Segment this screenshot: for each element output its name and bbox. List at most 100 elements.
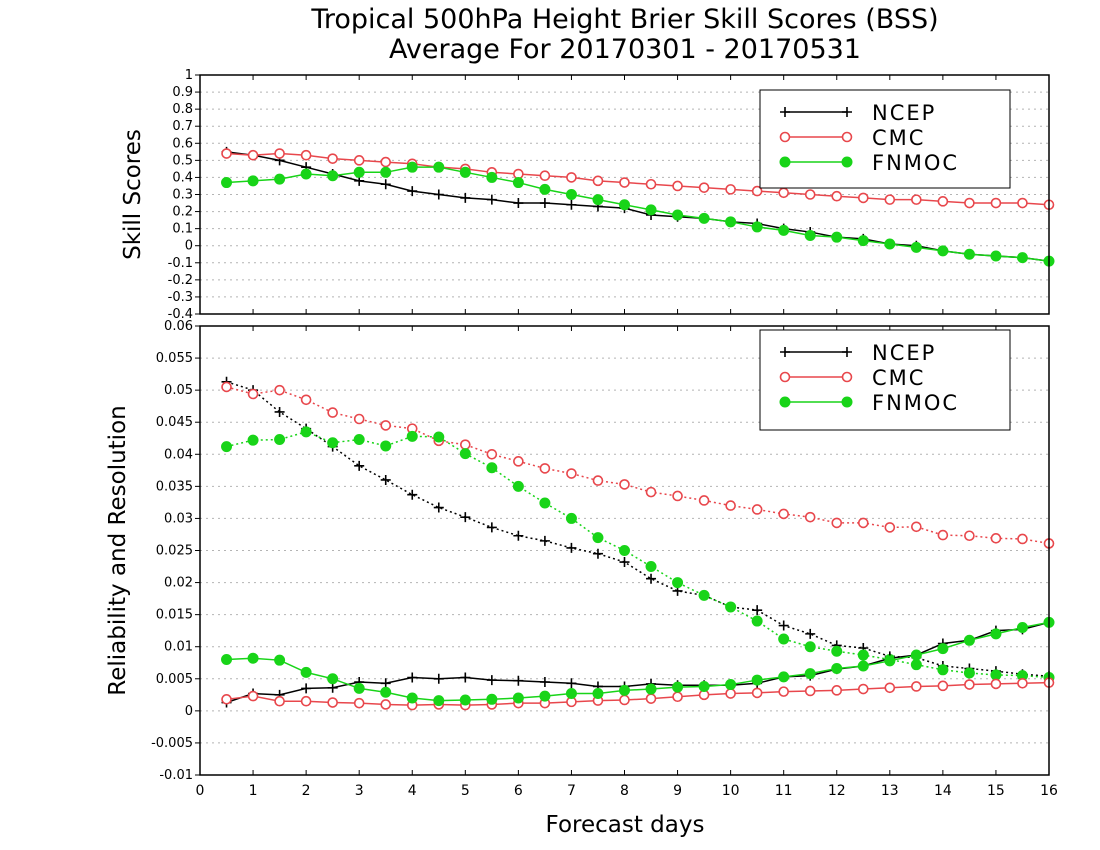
- series-fnmoc-reliability-marker: [353, 682, 365, 694]
- legend-item-fnmoc-label: FNMOC: [872, 391, 959, 415]
- series-cmc-marker: [964, 197, 975, 209]
- series-cmc-marker: [857, 192, 869, 204]
- series-ncep-resolution-marker: [433, 502, 444, 513]
- series-fnmoc-resolution-marker: [221, 441, 233, 453]
- series-fnmoc-reliability-marker: [459, 694, 471, 706]
- y-tick-label: -0.2: [168, 273, 193, 288]
- series-fnmoc-reliability-marker: [486, 693, 498, 705]
- series-cmc-marker: [725, 184, 736, 195]
- series-fnmoc-reliability-marker: [963, 634, 975, 646]
- series-ncep-reliability-marker: [433, 673, 444, 684]
- series-fnmoc-marker: [539, 183, 551, 195]
- series-cmc-marker: [937, 196, 949, 207]
- series-fnmoc-reliability-marker: [1016, 621, 1028, 633]
- series-ncep-reliability-marker: [407, 672, 418, 683]
- legend-item-fnmoc-marker: [779, 396, 791, 408]
- series-fnmoc-reliability-marker: [698, 680, 710, 692]
- legend-item-ncep-marker: [842, 107, 852, 117]
- series-cmc-marker: [804, 189, 816, 200]
- y-tick-label: 0.3: [172, 188, 193, 203]
- series-ncep-reliability-marker: [301, 683, 312, 694]
- series-ncep-reliability-line: [226, 621, 1050, 704]
- series-fnmoc-resolution-marker: [592, 532, 604, 544]
- series-cmc-resolution-marker: [221, 381, 232, 393]
- series-fnmoc-resolution-marker: [937, 664, 949, 676]
- series-fnmoc-resolution-marker: [512, 480, 524, 492]
- y-tick-label: -0.01: [159, 768, 193, 783]
- legend-item-cmc-label: CMC: [872, 366, 925, 390]
- legend-item-fnmoc-marker: [779, 156, 791, 168]
- series-cmc-marker: [221, 148, 232, 159]
- series-fnmoc-marker: [778, 224, 790, 236]
- legend-item-ncep-marker: [780, 347, 790, 357]
- series-fnmoc-marker: [804, 229, 816, 241]
- series-cmc-resolution-marker: [327, 407, 338, 418]
- series-cmc-reliability-marker: [247, 690, 259, 702]
- x-tick-label: 9: [673, 783, 682, 799]
- legend-item-cmc-marker: [779, 371, 791, 383]
- series-fnmoc-resolution-marker: [698, 589, 710, 601]
- y-tick-label: 0: [185, 704, 193, 719]
- legend-item-fnmoc-marker: [841, 156, 853, 168]
- series-ncep-marker: [460, 192, 471, 203]
- series-fnmoc-resolution-marker: [645, 561, 657, 573]
- series-cmc-reliability-marker: [804, 685, 816, 697]
- series-ncep-marker: [407, 186, 418, 197]
- x-tick-label: 8: [620, 783, 629, 799]
- series-fnmoc-marker: [751, 221, 763, 233]
- series-cmc-marker: [300, 149, 312, 161]
- legend-item-cmc-marker: [841, 371, 853, 383]
- series-fnmoc-reliability: [221, 616, 1055, 707]
- series-cmc-resolution-marker: [513, 456, 524, 467]
- series-fnmoc-marker: [725, 216, 737, 228]
- series-cmc-reliability-marker: [1017, 677, 1028, 689]
- x-tick-label: 11: [775, 783, 793, 799]
- series-fnmoc-reliability-marker: [857, 660, 869, 672]
- series-fnmoc-resolution-marker: [857, 649, 869, 661]
- legend-item-ncep-marker: [842, 347, 852, 357]
- x-tick-label: 16: [1040, 783, 1058, 799]
- series-ncep-resolution-marker: [805, 628, 816, 639]
- series-fnmoc-marker: [963, 248, 975, 260]
- series-cmc-resolution-marker: [247, 388, 259, 400]
- x-tick-label: 13: [881, 783, 899, 799]
- series-ncep-reliability-marker: [327, 682, 338, 693]
- series-fnmoc-marker: [857, 235, 869, 247]
- y-tick-label: 0.01: [164, 640, 193, 655]
- series-ncep-reliability-marker: [566, 678, 577, 689]
- x-tick-label: 5: [461, 783, 470, 799]
- series-cmc-reliability-marker: [274, 695, 285, 707]
- x-tick-label: 6: [514, 783, 523, 799]
- series-cmc-reliability-marker: [751, 687, 763, 699]
- series-cmc-resolution-marker: [804, 511, 816, 523]
- y-tick-label: -0.4: [168, 307, 193, 322]
- series-fnmoc-reliability-marker: [380, 686, 392, 698]
- series-fnmoc-marker: [565, 189, 577, 200]
- series-cmc-marker: [990, 197, 1002, 209]
- series-cmc-marker: [778, 187, 789, 199]
- series-fnmoc-marker: [645, 204, 657, 216]
- series-fnmoc-marker: [910, 241, 922, 253]
- series-fnmoc-resolution-marker: [831, 645, 843, 657]
- series-ncep-resolution-marker: [752, 605, 763, 616]
- series-ncep-resolution-marker: [407, 489, 418, 500]
- series-fnmoc-resolution-marker: [380, 440, 392, 452]
- series-fnmoc-resolution-marker: [990, 669, 1002, 681]
- x-tick-label: 12: [828, 783, 846, 799]
- y-tick-label: 0.055: [156, 351, 193, 366]
- series-cmc-reliability-marker: [884, 682, 896, 694]
- series-cmc-marker: [566, 172, 577, 183]
- legend-item-ncep-label: NCEP: [872, 341, 936, 365]
- series-fnmoc-reliability-line: [226, 621, 1050, 702]
- series-cmc-resolution-marker: [353, 413, 365, 425]
- series-fnmoc-reliability-marker: [937, 643, 949, 655]
- series-cmc-resolution-marker: [566, 468, 577, 479]
- x-tick-label: 10: [722, 783, 740, 799]
- legend-item-cmc: CMC: [779, 366, 925, 390]
- series-fnmoc-resolution-marker: [672, 577, 684, 589]
- series-ncep-marker: [566, 199, 577, 210]
- series-cmc-resolution-marker: [1017, 533, 1028, 545]
